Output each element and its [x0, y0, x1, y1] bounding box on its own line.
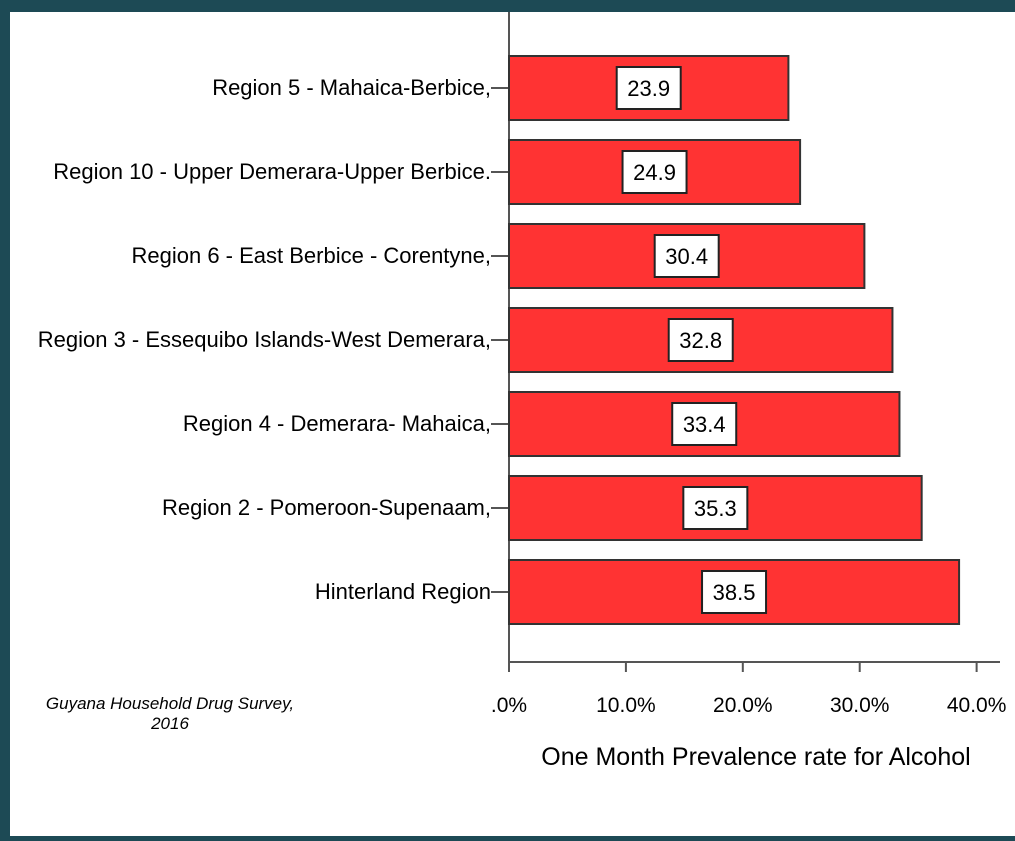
x-tick-label: 40.0% [947, 694, 1007, 717]
value-label-box [671, 402, 738, 446]
value-label-box [667, 318, 734, 362]
y-tick-label: Region 6 - East Berbice - Corentyne, [131, 243, 491, 268]
source-note: Guyana Household Drug Survey, 2016 [45, 694, 295, 733]
y-tick-label: Hinterland Region [314, 579, 491, 604]
value-label-box [621, 150, 688, 194]
y-tick-label: Region 3 - Essequibo Islands-West Demera… [37, 327, 491, 352]
x-tick-label: 20.0% [713, 694, 773, 717]
y-tick-label: Region 10 - Upper Demerara-Upper Berbice… [53, 159, 491, 184]
x-tick-label: 30.0% [830, 694, 890, 717]
value-label-box [682, 486, 749, 530]
value-label: 38.5 [713, 580, 756, 605]
y-tick-label: Region 4 - Demerara- Mahaica, [182, 411, 491, 436]
value-label-box [653, 234, 720, 278]
value-label: 23.9 [627, 76, 670, 101]
x-tick-label: 10.0% [596, 694, 656, 717]
y-tick-label: Region 2 - Pomeroon-Supenaam, [162, 495, 491, 520]
value-label-box [701, 570, 768, 614]
x-tick-label: .0% [491, 694, 527, 717]
y-tick-label: Region 5 - Mahaica-Berbice, [212, 75, 491, 100]
value-label: 32.8 [679, 328, 722, 353]
value-label-box [615, 66, 682, 110]
value-label: 35.3 [694, 496, 737, 521]
value-label: 33.4 [683, 412, 726, 437]
x-axis-title: One Month Prevalence rate for Alcohol [541, 743, 971, 771]
value-label: 30.4 [665, 244, 708, 269]
value-label: 24.9 [633, 160, 676, 185]
